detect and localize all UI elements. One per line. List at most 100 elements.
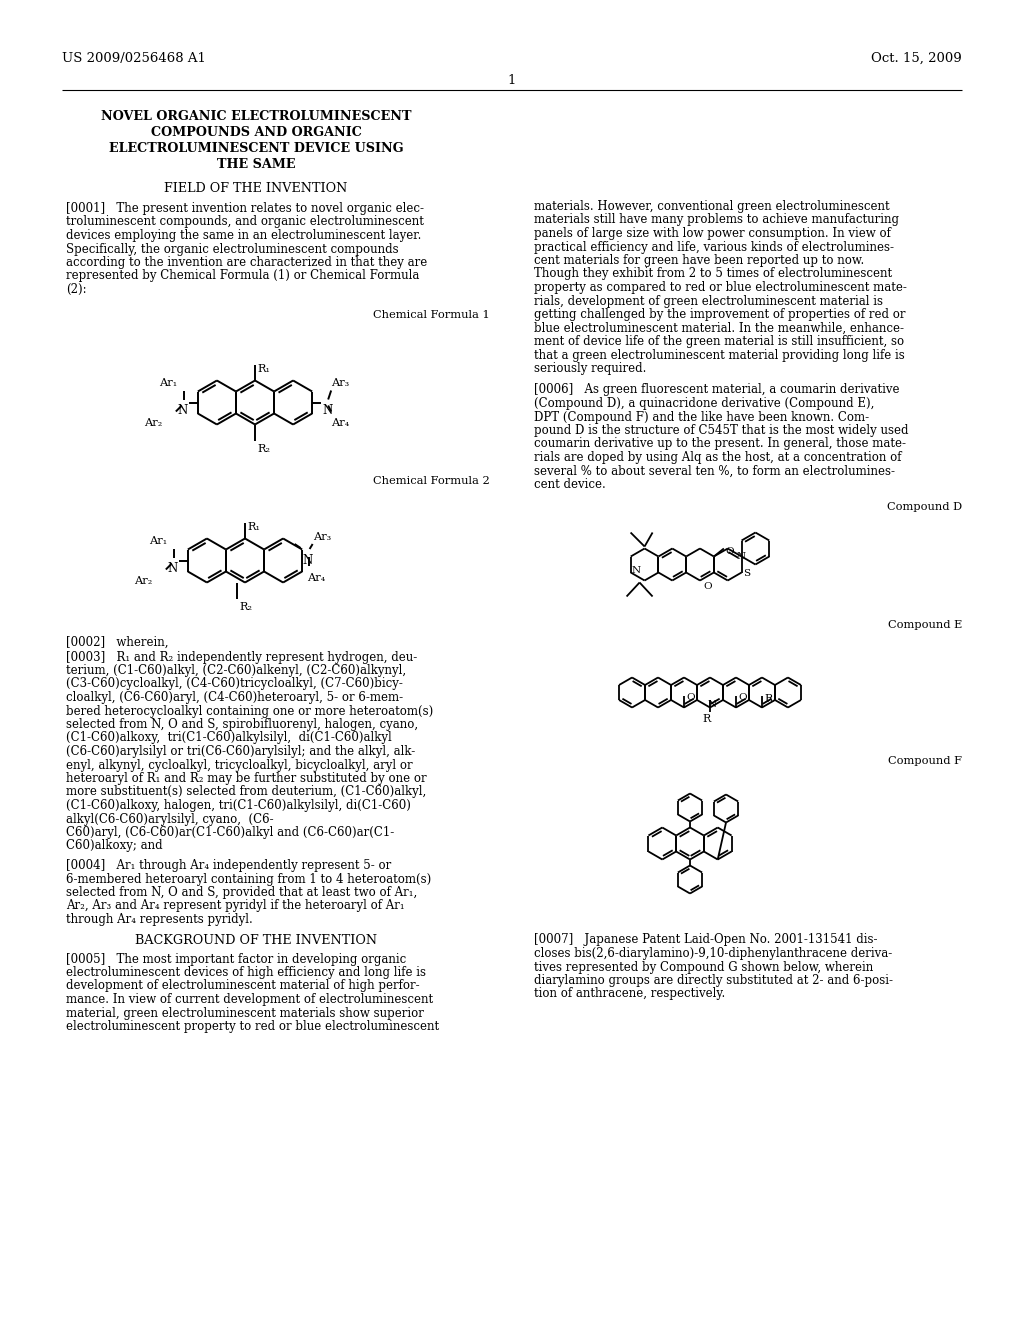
Text: cloalkyl, (C6-C60)aryl, (C4-C60)heteroaryl, 5- or 6-mem-: cloalkyl, (C6-C60)aryl, (C4-C60)heteroar…: [66, 690, 403, 704]
Text: cent materials for green have been reported up to now.: cent materials for green have been repor…: [534, 253, 864, 267]
Text: property as compared to red or blue electroluminescent mate-: property as compared to red or blue elec…: [534, 281, 907, 294]
Text: [0006]   As green fluorescent material, a coumarin derivative: [0006] As green fluorescent material, a …: [534, 384, 899, 396]
Text: mance. In view of current development of electroluminescent: mance. In view of current development of…: [66, 993, 433, 1006]
Text: Specifically, the organic electroluminescent compounds: Specifically, the organic electrolumines…: [66, 243, 398, 256]
Text: COMPOUNDS AND ORGANIC: COMPOUNDS AND ORGANIC: [151, 125, 361, 139]
Text: THE SAME: THE SAME: [217, 158, 295, 172]
Text: more substituent(s) selected from deuterium, (C1-C60)alkyl,: more substituent(s) selected from deuter…: [66, 785, 426, 799]
Text: DPT (Compound F) and the like have been known. Com-: DPT (Compound F) and the like have been …: [534, 411, 869, 424]
Text: N: N: [177, 404, 187, 417]
Text: C60)aryl, (C6-C60)ar(C1-C60)alkyl and (C6-C60)ar(C1-: C60)aryl, (C6-C60)ar(C1-C60)alkyl and (C…: [66, 826, 394, 840]
Text: O: O: [726, 546, 734, 556]
Text: (2):: (2):: [66, 282, 87, 296]
Text: rials are doped by using Alq as the host, at a concentration of: rials are doped by using Alq as the host…: [534, 451, 901, 465]
Text: N: N: [708, 700, 717, 709]
Text: seriously required.: seriously required.: [534, 362, 646, 375]
Text: terium, (C1-C60)alkyl, (C2-C60)alkenyl, (C2-C60)alkynyl,: terium, (C1-C60)alkyl, (C2-C60)alkenyl, …: [66, 664, 407, 677]
Text: (C1-C60)alkoxy,  tri(C1-C60)alkylsilyl,  di(C1-C60)alkyl: (C1-C60)alkoxy, tri(C1-C60)alkylsilyl, d…: [66, 731, 392, 744]
Text: pound D is the structure of C545T that is the most widely used: pound D is the structure of C545T that i…: [534, 424, 908, 437]
Text: tives represented by Compound G shown below, wherein: tives represented by Compound G shown be…: [534, 961, 873, 974]
Text: O: O: [703, 582, 713, 591]
Text: [0003]   R₁ and R₂ independently represent hydrogen, deu-: [0003] R₁ and R₂ independently represent…: [66, 651, 417, 664]
Text: alkyl(C6-C60)arylsilyl, cyano,  (C6-: alkyl(C6-C60)arylsilyl, cyano, (C6-: [66, 813, 273, 825]
Text: through Ar₄ represents pyridyl.: through Ar₄ represents pyridyl.: [66, 913, 253, 927]
Text: [0005]   The most important factor in developing organic: [0005] The most important factor in deve…: [66, 953, 407, 965]
Text: [0001]   The present invention relates to novel organic elec-: [0001] The present invention relates to …: [66, 202, 424, 215]
Text: R₂: R₂: [257, 444, 270, 454]
Text: Chemical Formula 2: Chemical Formula 2: [374, 475, 490, 486]
Text: ELECTROLUMINESCENT DEVICE USING: ELECTROLUMINESCENT DEVICE USING: [109, 143, 403, 154]
Text: R₂: R₂: [239, 602, 252, 611]
Text: Ar₃: Ar₃: [331, 379, 349, 388]
Text: getting challenged by the improvement of properties of red or: getting challenged by the improvement of…: [534, 308, 905, 321]
Text: N: N: [323, 404, 333, 417]
Text: Ar₁: Ar₁: [148, 536, 167, 546]
Text: S: S: [743, 569, 751, 578]
Text: 6-membered heteroaryl containing from 1 to 4 heteroatom(s): 6-membered heteroaryl containing from 1 …: [66, 873, 431, 886]
Text: Ar₄: Ar₄: [306, 573, 325, 583]
Text: heteroaryl of R₁ and R₂ may be further substituted by one or: heteroaryl of R₁ and R₂ may be further s…: [66, 772, 427, 785]
Text: Ar₂: Ar₂: [134, 576, 153, 586]
Text: [0007]   Japanese Patent Laid-Open No. 2001-131541 dis-: [0007] Japanese Patent Laid-Open No. 200…: [534, 933, 878, 946]
Text: ment of device life of the green material is still insufficient, so: ment of device life of the green materia…: [534, 335, 904, 348]
Text: tion of anthracene, respectively.: tion of anthracene, respectively.: [534, 987, 725, 1001]
Text: R₁: R₁: [257, 364, 270, 375]
Text: R: R: [702, 714, 711, 723]
Text: blue electroluminescent material. In the meanwhile, enhance-: blue electroluminescent material. In the…: [534, 322, 904, 334]
Text: enyl, alkynyl, cycloalkyl, tricycloalkyl, bicycloalkyl, aryl or: enyl, alkynyl, cycloalkyl, tricycloalkyl…: [66, 759, 413, 771]
Text: Chemical Formula 1: Chemical Formula 1: [374, 310, 490, 321]
Text: Ar₂: Ar₂: [143, 417, 162, 428]
Text: Ar₃: Ar₃: [312, 532, 331, 543]
Text: O: O: [686, 693, 694, 702]
Text: R: R: [764, 693, 772, 704]
Text: rials, development of green electroluminescent material is: rials, development of green electrolumin…: [534, 294, 883, 308]
Text: material, green electroluminescent materials show superior: material, green electroluminescent mater…: [66, 1006, 424, 1019]
Text: bered heterocycloalkyl containing one or more heteroatom(s): bered heterocycloalkyl containing one or…: [66, 705, 433, 718]
Text: Though they exhibit from 2 to 5 times of electroluminescent: Though they exhibit from 2 to 5 times of…: [534, 268, 892, 281]
Text: that a green electroluminescent material providing long life is: that a green electroluminescent material…: [534, 348, 905, 362]
Text: (Compound D), a quinacridone derivative (Compound E),: (Compound D), a quinacridone derivative …: [534, 397, 874, 411]
Text: Ar₂, Ar₃ and Ar₄ represent pyridyl if the heteroaryl of Ar₁: Ar₂, Ar₃ and Ar₄ represent pyridyl if th…: [66, 899, 404, 912]
Text: NOVEL ORGANIC ELECTROLUMINESCENT: NOVEL ORGANIC ELECTROLUMINESCENT: [100, 110, 412, 123]
Text: O: O: [738, 693, 746, 702]
Text: selected from N, O and S, spirobifluorenyl, halogen, cyano,: selected from N, O and S, spirobifluoren…: [66, 718, 418, 731]
Text: 1: 1: [508, 74, 516, 87]
Text: Oct. 15, 2009: Oct. 15, 2009: [871, 51, 962, 65]
Text: development of electroluminescent material of high perfor-: development of electroluminescent materi…: [66, 979, 420, 993]
Text: Compound D: Compound D: [887, 502, 962, 511]
Text: electroluminescent devices of high efficiency and long life is: electroluminescent devices of high effic…: [66, 966, 426, 979]
Text: N: N: [168, 562, 178, 576]
Text: (C1-C60)alkoxy, halogen, tri(C1-C60)alkylsilyl, di(C1-C60): (C1-C60)alkoxy, halogen, tri(C1-C60)alky…: [66, 799, 411, 812]
Text: R₁: R₁: [247, 523, 260, 532]
Text: N: N: [737, 552, 746, 561]
Text: C60)alkoxy; and: C60)alkoxy; and: [66, 840, 163, 853]
Text: devices employing the same in an electroluminescent layer.: devices employing the same in an electro…: [66, 228, 421, 242]
Text: represented by Chemical Formula (1) or Chemical Formula: represented by Chemical Formula (1) or C…: [66, 269, 420, 282]
Text: coumarin derivative up to the present. In general, those mate-: coumarin derivative up to the present. I…: [534, 437, 906, 450]
Text: (C6-C60)arylsilyl or tri(C6-C60)arylsilyl; and the alkyl, alk-: (C6-C60)arylsilyl or tri(C6-C60)arylsily…: [66, 744, 416, 758]
Text: electroluminescent property to red or blue electroluminescent: electroluminescent property to red or bl…: [66, 1020, 439, 1034]
Text: Compound E: Compound E: [888, 619, 962, 630]
Text: closes bis(2,6-diarylamino)-9,10-diphenylanthracene deriva-: closes bis(2,6-diarylamino)-9,10-dipheny…: [534, 946, 892, 960]
Text: [0004]   Ar₁ through Ar₄ independently represent 5- or: [0004] Ar₁ through Ar₄ independently rep…: [66, 859, 391, 873]
Text: N: N: [632, 566, 641, 576]
Text: (C3-C60)cycloalkyl, (C4-C60)tricycloalkyl, (C7-C60)bicy-: (C3-C60)cycloalkyl, (C4-C60)tricycloalky…: [66, 677, 402, 690]
Text: [0002]   wherein,: [0002] wherein,: [66, 635, 169, 648]
Text: materials. However, conventional green electroluminescent: materials. However, conventional green e…: [534, 201, 890, 213]
Text: N: N: [303, 554, 313, 568]
Text: FIELD OF THE INVENTION: FIELD OF THE INVENTION: [164, 182, 348, 195]
Text: practical efficiency and life, various kinds of electrolumines-: practical efficiency and life, various k…: [534, 240, 894, 253]
Text: according to the invention are characterized in that they are: according to the invention are character…: [66, 256, 427, 269]
Text: materials still have many problems to achieve manufacturing: materials still have many problems to ac…: [534, 214, 899, 227]
Text: cent device.: cent device.: [534, 478, 606, 491]
Text: Ar₄: Ar₄: [331, 417, 349, 428]
Text: troluminescent compounds, and organic electroluminescent: troluminescent compounds, and organic el…: [66, 215, 424, 228]
Text: Ar₁: Ar₁: [159, 379, 177, 388]
Text: selected from N, O and S, provided that at least two of Ar₁,: selected from N, O and S, provided that …: [66, 886, 417, 899]
Text: several % to about several ten %, to form an electrolumines-: several % to about several ten %, to for…: [534, 465, 895, 478]
Text: diarylamino groups are directly substituted at 2- and 6-posi-: diarylamino groups are directly substitu…: [534, 974, 893, 987]
Text: Compound F: Compound F: [888, 755, 962, 766]
Text: US 2009/0256468 A1: US 2009/0256468 A1: [62, 51, 206, 65]
Text: BACKGROUND OF THE INVENTION: BACKGROUND OF THE INVENTION: [135, 935, 377, 948]
Text: panels of large size with low power consumption. In view of: panels of large size with low power cons…: [534, 227, 891, 240]
